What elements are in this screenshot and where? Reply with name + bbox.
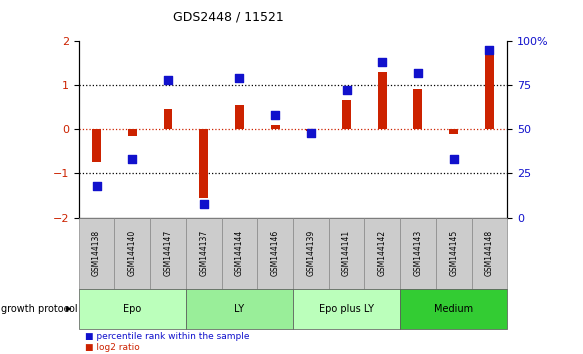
Text: ■ percentile rank within the sample: ■ percentile rank within the sample [85,332,249,341]
Point [271,112,280,118]
Point [163,77,173,82]
Bar [293,289,400,329]
Bar [449,129,458,133]
Bar [128,129,137,136]
Bar [186,289,293,329]
Point [484,47,494,52]
Text: LY: LY [234,304,244,314]
Point [306,130,315,136]
Text: GSM144145: GSM144145 [449,230,458,276]
Bar [186,218,222,289]
Text: GSM144137: GSM144137 [199,230,208,276]
Bar [364,218,400,289]
Text: GSM144146: GSM144146 [271,230,280,276]
Point [199,201,208,206]
Bar [378,72,387,129]
Text: GSM144147: GSM144147 [163,230,173,276]
Text: GSM144143: GSM144143 [413,230,423,276]
Bar [472,218,507,289]
Point [235,75,244,81]
Bar [293,218,329,289]
Point [378,59,387,65]
Bar [306,129,315,131]
Bar [271,125,280,129]
Bar [329,218,364,289]
Bar [400,289,507,329]
Point [92,183,101,189]
Bar [436,218,472,289]
Text: Epo plus LY: Epo plus LY [319,304,374,314]
Bar [163,109,173,129]
Bar [79,218,114,289]
Text: GSM144139: GSM144139 [306,230,315,276]
Bar [342,101,351,129]
Bar [235,105,244,129]
Text: GSM144140: GSM144140 [128,230,137,276]
Text: GSM144138: GSM144138 [92,230,101,276]
Text: ■ log2 ratio: ■ log2 ratio [85,343,139,352]
Bar [92,129,101,162]
Text: GSM144142: GSM144142 [378,230,387,276]
Bar [400,218,436,289]
Bar [199,129,208,198]
Text: Epo: Epo [123,304,142,314]
Text: Medium: Medium [434,304,473,314]
Bar [114,218,150,289]
Bar [79,289,186,329]
Bar [413,89,423,129]
Text: GDS2448 / 11521: GDS2448 / 11521 [173,11,284,24]
Bar [485,47,494,129]
Text: GSM144148: GSM144148 [485,230,494,276]
Bar [222,218,257,289]
Point [128,156,137,162]
Bar [150,218,186,289]
Text: growth protocol: growth protocol [1,304,78,314]
Bar [257,218,293,289]
Point [342,87,351,93]
Text: GSM144141: GSM144141 [342,230,351,276]
Point [449,156,458,162]
Point [413,70,423,75]
Text: GSM144144: GSM144144 [235,230,244,276]
